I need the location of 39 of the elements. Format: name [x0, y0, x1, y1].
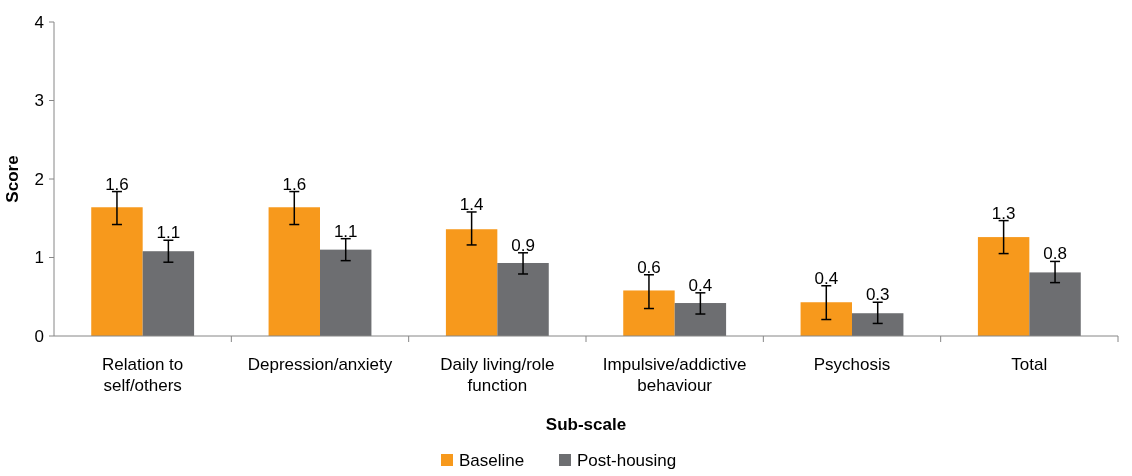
- data-label: 1.3: [991, 203, 1016, 223]
- x-tick-label: Depression/anxiety: [247, 355, 393, 374]
- bar: [497, 263, 549, 336]
- y-tick-label: 2: [34, 169, 44, 189]
- bar: [1029, 272, 1081, 336]
- data-label: 1.4: [459, 194, 484, 214]
- data-label: 0.3: [865, 285, 890, 305]
- x-tick-label: Daily living/role function: [440, 355, 555, 395]
- data-label: 0.8: [1043, 244, 1067, 264]
- y-tick-label: 4: [34, 12, 44, 32]
- legend-label: Post-housing: [577, 451, 677, 470]
- data-label: 0.6: [637, 257, 661, 277]
- bar: [977, 237, 1030, 336]
- legend-label: Baseline: [459, 451, 525, 470]
- data-label: 0.4: [814, 268, 839, 288]
- bar: [623, 290, 675, 336]
- bar: [800, 302, 852, 336]
- x-tick-label: Impulsive/addictive behaviour: [602, 355, 747, 395]
- bar: [91, 207, 143, 336]
- bar: [445, 229, 498, 336]
- x-tick-label: Psychosis: [813, 355, 891, 374]
- y-tick-label: 1: [34, 248, 44, 268]
- y-axis-title: Score: [3, 155, 22, 203]
- data-label: 1.6: [105, 174, 129, 194]
- data-label: 0.9: [511, 235, 535, 255]
- x-axis-title: Sub-scale: [545, 415, 627, 434]
- data-label: 1.1: [156, 223, 181, 243]
- bar: [852, 313, 904, 336]
- x-tick-label: Relation to self/others: [102, 355, 184, 395]
- data-label: 1.6: [282, 174, 307, 194]
- bar: [320, 249, 372, 336]
- bar: [142, 251, 195, 336]
- x-tick-label: Total: [1011, 355, 1048, 374]
- y-tick-label: 0: [34, 326, 44, 346]
- bar: [268, 207, 320, 336]
- y-tick-label: 3: [34, 91, 44, 111]
- bar: [674, 303, 727, 336]
- data-label: 1.1: [333, 221, 358, 241]
- data-label: 0.4: [688, 275, 713, 295]
